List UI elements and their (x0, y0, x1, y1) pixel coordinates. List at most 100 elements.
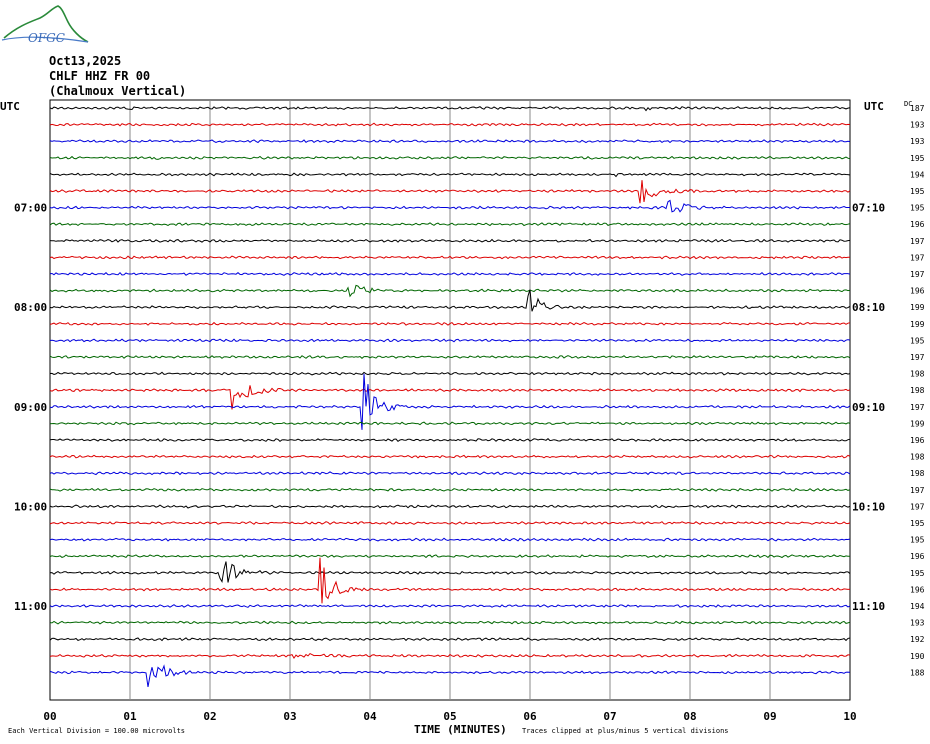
left-time-label: 08:00 (14, 301, 47, 314)
trace-line (49, 139, 851, 144)
trace-line (49, 554, 850, 559)
dc-offset-label: 188 (910, 668, 925, 677)
trace-line (49, 385, 851, 410)
trace-line (49, 155, 851, 160)
x-axis-label: TIME (MINUTES) (414, 723, 507, 736)
dc-offset-label: 198 (910, 469, 925, 478)
trace-line (49, 471, 851, 476)
ofgc-logo: OFGC (1, 5, 89, 45)
dc-offset-label: 195 (910, 336, 925, 345)
trace-line (49, 373, 851, 430)
dc-offset-label: 197 (910, 253, 925, 262)
x-tick-label: 07 (603, 710, 616, 723)
trace-line (49, 271, 851, 276)
trace-line (49, 561, 851, 584)
right-time-label: 08:10 (852, 301, 885, 314)
trace-line (49, 537, 851, 542)
dc-offset-label: 196 (910, 287, 925, 296)
right-time-label: 07:10 (852, 202, 885, 215)
trace-line (49, 438, 851, 442)
left-time-label: 11:00 (14, 600, 47, 613)
trace-line (49, 487, 851, 492)
dc-offset-label: 197 (910, 502, 925, 511)
trace-line (49, 238, 851, 243)
dc-offset-label: 195 (910, 187, 925, 196)
dc-offset-label: 198 (910, 370, 925, 379)
dc-offset-label: 194 (910, 602, 925, 611)
trace-line (49, 371, 851, 376)
trace-line (49, 637, 851, 642)
trace-line (49, 106, 851, 112)
dc-offset-label: 193 (910, 137, 925, 146)
dc-label: DC (904, 100, 912, 108)
trace-line (49, 557, 851, 604)
station-label: CHLF HHZ FR 00 (49, 69, 151, 83)
dc-offset-label: 195 (910, 519, 925, 528)
x-tick-label: 05 (443, 710, 456, 723)
dc-offset-label: 197 (910, 237, 925, 246)
trace-line (49, 355, 851, 359)
x-tick-label: 06 (523, 710, 537, 723)
location-label: (Chalmoux Vertical) (49, 84, 187, 98)
dc-offset-label: 192 (910, 635, 925, 644)
dc-offset-label: 195 (910, 536, 925, 545)
x-tick-label: 00 (43, 710, 56, 723)
dc-offset-label: 199 (910, 320, 925, 329)
trace-line (49, 664, 851, 687)
dc-offset-label: 195 (910, 204, 925, 213)
left-time-labels: 07:00 08:00 09:00 10:00 11:00 (14, 202, 47, 613)
trace-line (49, 284, 851, 298)
logo-text: OFGC (28, 31, 65, 45)
trace-line (49, 421, 851, 426)
trace-line (49, 504, 851, 509)
dc-offset-label: 190 (910, 652, 925, 661)
x-tick-label: 01 (123, 710, 137, 723)
dc-offset-label: 196 (910, 220, 925, 229)
trace-line (49, 620, 851, 625)
dc-offset-label: 199 (910, 419, 925, 428)
dc-offset-label: 197 (910, 353, 925, 362)
dc-offset-label: 198 (910, 453, 925, 462)
x-tick-label: 09 (763, 710, 776, 723)
x-tick-labels: 00 01 02 03 04 05 06 07 08 09 10 (43, 710, 856, 723)
dc-offset-label: 196 (910, 552, 925, 561)
dc-offset-label: 195 (910, 569, 925, 578)
trace-line (49, 199, 850, 213)
left-axis-title: UTC (0, 100, 20, 113)
x-tick-label: 08 (683, 710, 696, 723)
dc-offset-label: 199 (910, 303, 925, 312)
clip-note: Traces clipped at plus/minus 5 vertical … (522, 727, 729, 735)
dc-offset-label: 198 (910, 386, 925, 395)
trace-line (49, 338, 851, 343)
dc-offset-label: 195 (910, 154, 925, 163)
dc-offset-label: 187 (910, 104, 925, 113)
right-time-label: 11:10 (852, 600, 885, 613)
dc-offset-label: 194 (910, 170, 925, 179)
x-tick-label: 10 (843, 710, 856, 723)
dc-offset-label: 197 (910, 486, 925, 495)
trace-line (49, 180, 851, 204)
trace-line (49, 521, 851, 525)
seismic-traces (49, 106, 851, 687)
x-tick-label: 04 (363, 710, 377, 723)
trace-line (49, 289, 851, 312)
dc-offset-label: 196 (910, 585, 925, 594)
trace-line (49, 255, 851, 260)
dc-offset-label: 197 (910, 403, 925, 412)
dc-offset-label: 197 (910, 270, 925, 279)
dc-offset-labels: 187 193 193 195 194 195 195 196 197 197 197 196 199 1… (910, 104, 925, 677)
trace-line (49, 454, 851, 459)
left-time-label: 10:00 (14, 500, 47, 513)
trace-line (49, 172, 851, 178)
dc-offset-label: 193 (910, 619, 925, 628)
trace-line (49, 604, 851, 608)
right-time-labels: 07:10 08:10 09:10 10:10 11:10 (852, 202, 885, 613)
left-time-label: 07:00 (14, 202, 47, 215)
trace-line (49, 652, 851, 660)
vertical-division-note: Each Vertical Division = 100.00 microvol… (8, 727, 185, 735)
grid-lines (49, 99, 851, 701)
right-time-label: 10:10 (852, 500, 885, 513)
x-tick-label: 02 (203, 710, 216, 723)
right-axis-title: UTC (864, 100, 884, 113)
